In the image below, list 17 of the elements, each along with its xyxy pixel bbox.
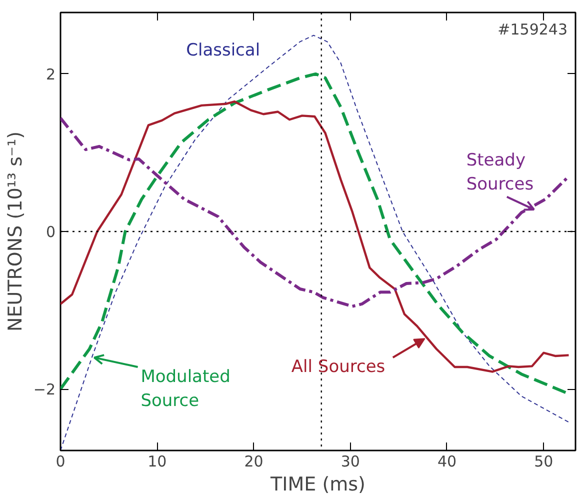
- line-series: [60, 116, 570, 308]
- x-tick-label: 10: [148, 452, 167, 470]
- x-tick-label: 40: [437, 452, 457, 470]
- series-label: Classical: [186, 40, 260, 60]
- x-tick-label: 30: [340, 452, 360, 470]
- series-label: Steady Sources: [466, 150, 534, 194]
- text: All Sources: [291, 356, 386, 377]
- text: Modulated Source: [140, 367, 230, 412]
- y-tick-label: −2: [33, 380, 56, 399]
- line-series: [60, 34, 570, 450]
- y-tick-label: 2: [46, 65, 56, 84]
- y-tick-label: 0: [46, 223, 56, 241]
- y-axis-title: NEUTRONS (10¹³ s⁻¹): [4, 131, 26, 332]
- x-axis-title: TIME (ms): [270, 474, 366, 496]
- annotation: #159243: [498, 20, 568, 38]
- x-tick-label: 20: [244, 452, 264, 470]
- x-tick-label: 50: [534, 452, 554, 470]
